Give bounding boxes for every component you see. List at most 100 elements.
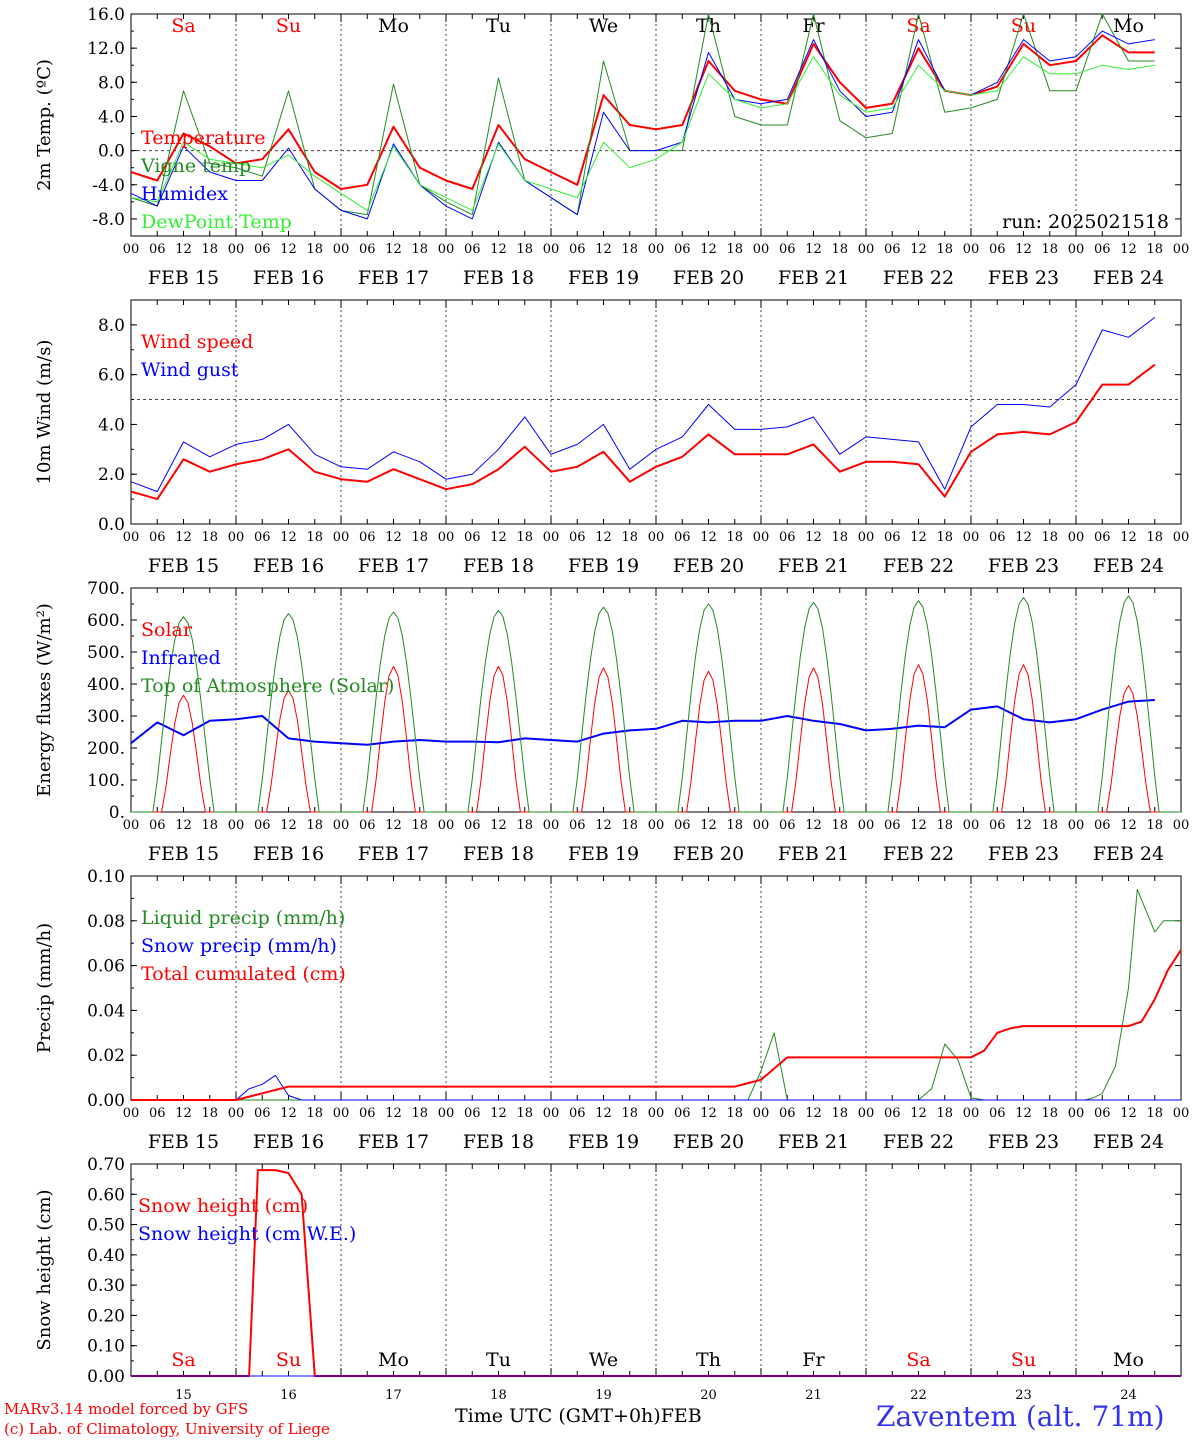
x-hour-label: 18 bbox=[1041, 818, 1058, 833]
weekday-label: We bbox=[589, 15, 618, 37]
x-hour-label: 00 bbox=[753, 1106, 770, 1121]
legend-entry: DewPoint Temp bbox=[141, 211, 292, 233]
x-date-label: FEB 20 bbox=[673, 843, 744, 865]
legend-entry: Wind gust bbox=[141, 359, 239, 381]
x-hour-label: 12 bbox=[595, 530, 612, 545]
x-date-label: FEB 22 bbox=[883, 555, 954, 577]
y-tick-label: 12.0 bbox=[87, 39, 125, 59]
y-tick-label: 8.0 bbox=[98, 73, 125, 93]
time-axis-title: Time UTC (GMT+0h)FEB bbox=[455, 1405, 702, 1427]
x-hour-label: 12 bbox=[1015, 242, 1032, 257]
series-line-infrared bbox=[130, 699, 1155, 746]
x-hour-label: 06 bbox=[989, 530, 1006, 545]
weekday-label: Su bbox=[276, 15, 301, 37]
x-hour-label: 06 bbox=[464, 818, 481, 833]
x-hour-label: 18 bbox=[726, 818, 743, 833]
x-hour-label: 00 bbox=[648, 1106, 665, 1121]
x-hour-label: 18 bbox=[306, 530, 323, 545]
x-hour-label: 18 bbox=[936, 530, 953, 545]
x-hour-label: 18 bbox=[306, 818, 323, 833]
x-hour-label: 00 bbox=[333, 530, 350, 545]
x-hour-label: 12 bbox=[805, 818, 822, 833]
x-hour-label: 00 bbox=[543, 818, 560, 833]
y-tick-label: 0.40 bbox=[87, 1246, 125, 1266]
x-hour-label: 00 bbox=[1068, 1106, 1085, 1121]
x-hour-label: 12 bbox=[700, 242, 717, 257]
x-date-label: FEB 16 bbox=[253, 267, 324, 289]
y-axis-label: 10m Wind (m/s) bbox=[34, 340, 55, 485]
x-date-label: FEB 18 bbox=[463, 555, 534, 577]
x-hour-label: 06 bbox=[254, 818, 271, 833]
x-hour-label: 12 bbox=[280, 1106, 297, 1121]
x-hour-label: 00 bbox=[753, 530, 770, 545]
x-hour-label: 00 bbox=[543, 1106, 560, 1121]
x-hour-label: 06 bbox=[1094, 818, 1111, 833]
x-hour-label: 18 bbox=[936, 1106, 953, 1121]
x-hour-label: 18 bbox=[201, 530, 218, 545]
x-hour-label: 00 bbox=[333, 1106, 350, 1121]
panel-wind: 0.0 2.0 4.0 6.0 8.0 10m Wind (m/s) 00 06 12 18 00 0… bbox=[34, 299, 1189, 577]
x-date-label: FEB 18 bbox=[463, 1131, 534, 1153]
series-line-humidex bbox=[130, 30, 1155, 220]
x-hour-label: 00 bbox=[543, 242, 560, 257]
x-hour-label: 12 bbox=[595, 242, 612, 257]
y-tick-label: 0.0 bbox=[98, 142, 125, 162]
x-date-label: FEB 15 bbox=[148, 1131, 219, 1153]
weekday-label: Fr bbox=[802, 1349, 825, 1371]
x-hour-label: 18 bbox=[831, 818, 848, 833]
x-hour-label: 18 bbox=[621, 1106, 638, 1121]
legend-entry: Snow height (cm) bbox=[138, 1195, 308, 1217]
series-line-snow-height-cm- bbox=[131, 1169, 1181, 1377]
y-axis-label: Energy fluxes (W/m²) bbox=[34, 603, 55, 797]
x-hour-label: 00 bbox=[963, 818, 980, 833]
x-day-number: 22 bbox=[910, 1388, 927, 1403]
y-tick-label: 0.04 bbox=[87, 1001, 125, 1021]
x-hour-label: 00 bbox=[963, 242, 980, 257]
x-hour-label: 12 bbox=[805, 530, 822, 545]
x-day-number: 18 bbox=[490, 1388, 507, 1403]
x-hour-label: 06 bbox=[149, 1106, 166, 1121]
x-hour-label: 00 bbox=[1173, 818, 1190, 833]
x-hour-label: 12 bbox=[175, 1106, 192, 1121]
x-hour-label: 06 bbox=[149, 530, 166, 545]
x-date-label: FEB 24 bbox=[1093, 267, 1164, 289]
x-hour-label: 00 bbox=[123, 1106, 140, 1121]
x-hour-label: 06 bbox=[254, 242, 271, 257]
weekday-label: Sa bbox=[906, 15, 930, 37]
x-hour-label: 18 bbox=[1041, 1106, 1058, 1121]
x-hour-label: 00 bbox=[333, 242, 350, 257]
x-hour-label: 18 bbox=[726, 530, 743, 545]
x-day-number: 24 bbox=[1120, 1388, 1137, 1403]
x-hour-label: 00 bbox=[1173, 242, 1190, 257]
x-date-label: FEB 23 bbox=[988, 267, 1059, 289]
weekday-label: Tu bbox=[486, 1349, 511, 1371]
x-hour-label: 12 bbox=[175, 818, 192, 833]
x-hour-label: 12 bbox=[490, 1106, 507, 1121]
x-hour-label: 18 bbox=[831, 1106, 848, 1121]
x-hour-label: 00 bbox=[1068, 818, 1085, 833]
y-tick-label: 4.0 bbox=[98, 415, 125, 435]
x-hour-label: 18 bbox=[516, 818, 533, 833]
x-hour-label: 00 bbox=[228, 530, 245, 545]
x-date-label: FEB 16 bbox=[253, 843, 324, 865]
y-tick-label: 0.00 bbox=[87, 1091, 125, 1111]
x-date-label: FEB 21 bbox=[778, 555, 849, 577]
x-hour-label: 00 bbox=[438, 1106, 455, 1121]
y-tick-label: 200. bbox=[87, 739, 125, 759]
weekday-label: We bbox=[589, 1349, 618, 1371]
x-hour-label: 06 bbox=[149, 242, 166, 257]
x-hour-label: 00 bbox=[438, 242, 455, 257]
x-hour-label: 12 bbox=[700, 818, 717, 833]
x-hour-label: 06 bbox=[884, 530, 901, 545]
x-hour-label: 12 bbox=[805, 242, 822, 257]
x-hour-label: 12 bbox=[1015, 1106, 1032, 1121]
y-tick-label: 300. bbox=[87, 707, 125, 727]
legend-entry: Total cumulated (cm) bbox=[141, 963, 346, 985]
x-hour-label: 06 bbox=[674, 1106, 691, 1121]
y-tick-label: 0.00 bbox=[87, 1367, 125, 1387]
legend-entry: Humidex bbox=[141, 183, 228, 205]
x-hour-label: 12 bbox=[280, 530, 297, 545]
x-hour-label: 06 bbox=[884, 242, 901, 257]
x-day-number: 20 bbox=[700, 1388, 717, 1403]
x-hour-label: 06 bbox=[1094, 1106, 1111, 1121]
